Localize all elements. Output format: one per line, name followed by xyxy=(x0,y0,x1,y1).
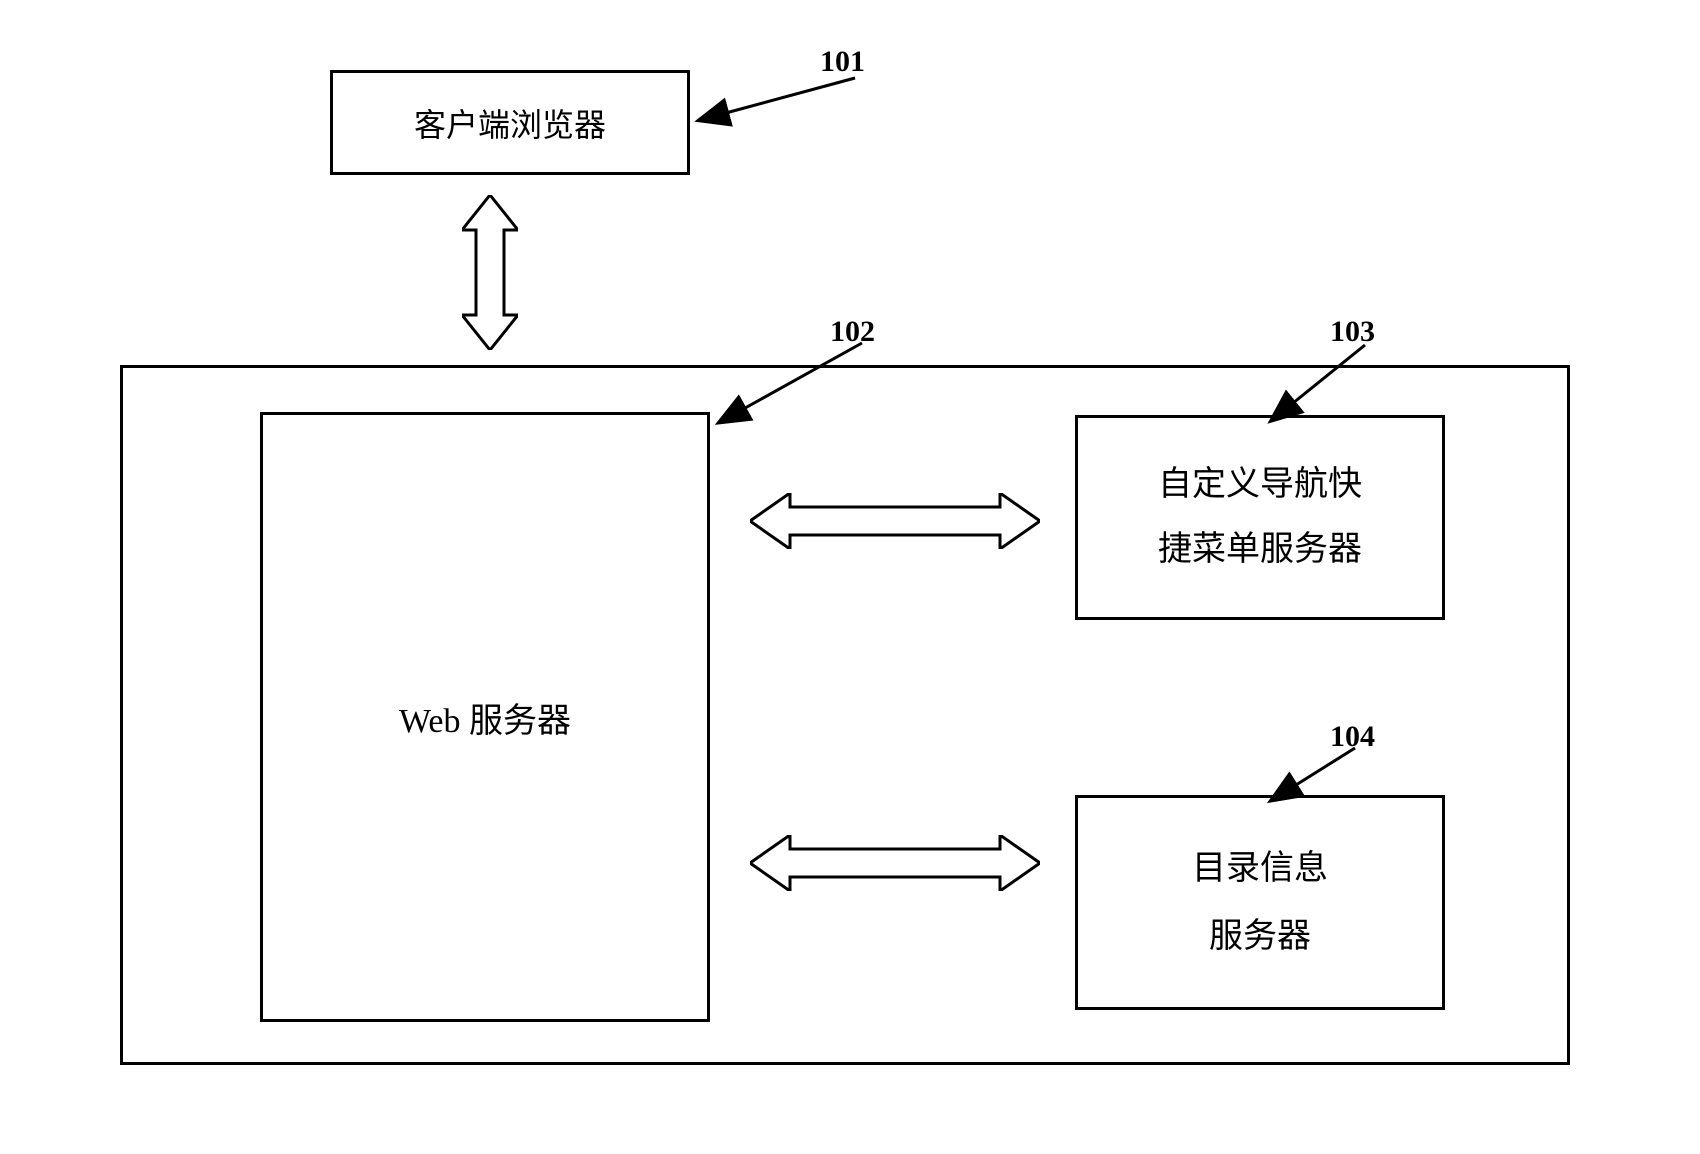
leader-arrow-102 xyxy=(700,330,880,440)
custom-nav-line2: 捷菜单服务器 xyxy=(1158,518,1362,583)
custom-nav-line1: 自定义导航快 xyxy=(1158,453,1362,518)
double-arrow-web-custnav xyxy=(750,493,1040,549)
client-browser-node: 客户端浏览器 xyxy=(330,70,690,175)
leader-arrow-104 xyxy=(1255,740,1375,815)
custom-nav-server-node: 自定义导航快 捷菜单服务器 xyxy=(1075,415,1445,620)
client-browser-label: 客户端浏览器 xyxy=(414,100,606,146)
directory-server-node: 目录信息 服务器 xyxy=(1075,795,1445,1010)
double-arrow-web-directory xyxy=(750,835,1040,891)
web-server-node: Web 服务器 xyxy=(260,412,710,1022)
directory-line1: 目录信息 xyxy=(1192,835,1328,903)
leader-arrow-101 xyxy=(680,55,880,145)
diagram-canvas: 客户端浏览器 101 Web 服务器 102 自定义导航快 xyxy=(0,0,1700,1154)
web-server-label: Web 服务器 xyxy=(399,693,571,742)
leader-arrow-103 xyxy=(1250,335,1390,435)
directory-line2: 服务器 xyxy=(1209,903,1311,971)
double-arrow-client-web xyxy=(462,195,518,350)
